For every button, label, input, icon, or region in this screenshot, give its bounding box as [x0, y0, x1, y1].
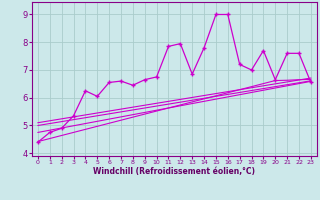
X-axis label: Windchill (Refroidissement éolien,°C): Windchill (Refroidissement éolien,°C)	[93, 167, 255, 176]
